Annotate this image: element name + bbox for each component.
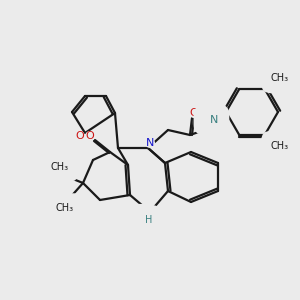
Text: CH₃: CH₃ xyxy=(271,74,289,83)
Text: CH₃: CH₃ xyxy=(271,140,289,151)
Text: H: H xyxy=(203,115,211,125)
Text: CH₃: CH₃ xyxy=(51,162,69,172)
Text: H: H xyxy=(145,215,153,225)
Text: O: O xyxy=(76,131,84,141)
Circle shape xyxy=(85,131,95,141)
Circle shape xyxy=(75,131,85,141)
Text: N: N xyxy=(146,138,154,148)
Circle shape xyxy=(189,108,199,118)
Text: CH₃: CH₃ xyxy=(56,203,74,213)
Circle shape xyxy=(145,138,155,148)
Text: O: O xyxy=(190,108,198,118)
Text: N: N xyxy=(138,215,146,225)
Text: O: O xyxy=(85,131,94,141)
Text: N: N xyxy=(210,115,218,125)
